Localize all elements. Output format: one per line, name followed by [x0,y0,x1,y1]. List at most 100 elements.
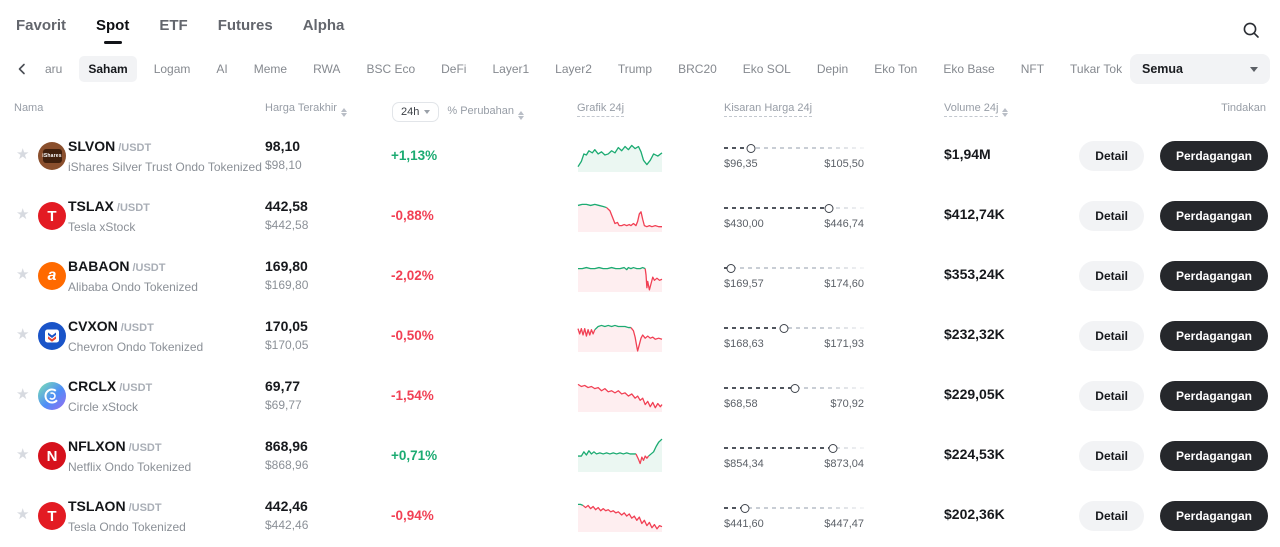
last-price-usd: $170,05 [265,338,309,352]
table-row[interactable]: ★ iShares SLVON/USDT iShares Silver Trus… [0,126,1280,186]
coin-icon: iShares [38,142,66,170]
last-price-cell: 69,77 $69,77 [265,378,302,412]
table-row[interactable]: ★ N NFLXON/USDT Netflix Ondo Tokenized 8… [0,426,1280,486]
nav-tab-alpha[interactable]: Alpha [302,16,345,34]
sparkline-chart [578,138,662,172]
category-tab-eko-sol[interactable]: Eko SOL [742,62,791,76]
volume-24h: $229,05K [944,386,1005,402]
favorite-star-icon[interactable]: ★ [16,206,30,223]
nav-tab-spot[interactable]: Spot [96,17,129,44]
category-tab-trump[interactable]: Trump [617,62,653,76]
row-actions: Detail Perdagangan [1079,501,1268,531]
price-range-slider: $96,35 $105,50 [724,141,864,173]
category-tab-nft[interactable]: NFT [1020,62,1045,76]
range-marker [828,443,838,453]
category-tab-logam[interactable]: Logam [153,62,191,76]
coin-icon: a [38,262,66,290]
category-tab-brc20[interactable]: BRC20 [678,62,717,76]
range-track-filled [724,207,829,209]
category-tab-layer1[interactable]: Layer1 [492,62,530,76]
asset-name-block: CRCLX/USDT Circle xStock [68,378,152,414]
favorite-star-icon[interactable]: ★ [16,266,30,283]
favorite-star-icon[interactable]: ★ [16,386,30,403]
sort-arrows-icon [340,108,347,117]
price-range-slider: $169,57 $174,60 [724,261,864,293]
asset-description: Netflix Ondo Tokenized [68,460,192,474]
category-tab-rwa[interactable]: RWA [313,62,341,76]
asset-symbol: NFLXON [68,438,126,454]
last-price-usd: $868,96 [265,458,309,472]
nav-tab-futures[interactable]: Futures [217,16,273,34]
detail-button[interactable]: Detail [1079,321,1144,351]
last-price: 442,46 [265,498,308,514]
favorite-star-icon[interactable]: ★ [16,506,30,523]
volume-24h: $224,53K [944,446,1005,462]
filter-dropdown-label: Semua [1142,62,1183,76]
trade-button[interactable]: Perdagangan [1159,201,1268,231]
sparkline-chart [578,378,662,412]
category-tab-ai[interactable]: AI [216,62,228,76]
last-price: 868,96 [265,438,308,454]
chevron-left-icon[interactable] [14,61,30,77]
trade-button[interactable]: Perdagangan [1159,501,1268,531]
period-select[interactable]: 24h [392,102,440,122]
last-price-cell: 442,46 $442,46 [265,498,308,532]
category-tab-eko-ton[interactable]: Eko Ton [874,62,918,76]
range-low: $68,58 [724,398,758,410]
volume-24h: $202,36K [944,506,1005,522]
category-tab-tukar-token[interactable]: Tukar Token [1070,62,1122,76]
detail-button[interactable]: Detail [1079,201,1144,231]
trade-button[interactable]: Perdagangan [1159,141,1268,171]
detail-button[interactable]: Detail [1079,261,1144,291]
favorite-star-icon[interactable]: ★ [16,146,30,163]
category-tab-bsc-eco[interactable]: BSC Eco [366,62,416,76]
last-price-cell: 98,10 $98,10 [265,138,302,172]
asset-symbol: CRCLX [68,378,117,394]
table-row[interactable]: ★ T TSLAON/USDT Tesla Ondo Tokenized 442… [0,486,1280,546]
category-tab-defi[interactable]: DeFi [441,62,467,76]
asset-pair: /USDT [119,382,153,394]
detail-button[interactable]: Detail [1079,441,1144,471]
header-volume[interactable]: Volume 24j [944,102,1009,117]
category-tabs: aru Saham Logam AI Meme RWA BSC Eco DeFi Layer1 L… [36,56,1122,82]
detail-button[interactable]: Detail [1079,381,1144,411]
header-chart: Grafik 24j [577,102,625,117]
filter-dropdown-semua[interactable]: Semua [1130,54,1270,84]
range-marker [746,143,756,153]
change-percent: -1,54% [391,388,434,403]
last-price: 98,10 [265,138,301,154]
search-icon[interactable] [1240,19,1262,41]
asset-name-block: SLVON/USDT iShares Silver Trust Ondo Tok… [68,138,262,174]
header-last-price[interactable]: Harga Terakhir [265,102,347,117]
asset-description: Chevron Ondo Tokenized [68,340,204,354]
favorite-star-icon[interactable]: ★ [16,326,30,343]
trade-button[interactable]: Perdagangan [1159,381,1268,411]
nav-tab-favorit[interactable]: Favorit [16,16,67,34]
category-tab-saham[interactable]: Saham [79,56,137,82]
category-tab-depin[interactable]: Depin [816,62,849,76]
trade-button[interactable]: Perdagangan [1159,321,1268,351]
detail-button[interactable]: Detail [1079,501,1144,531]
category-tab-layer2[interactable]: Layer2 [555,62,592,76]
asset-description: Alibaba Ondo Tokenized [68,280,198,294]
favorite-star-icon[interactable]: ★ [16,446,30,463]
last-price-usd: $442,58 [265,218,309,232]
change-percent: -2,02% [391,268,434,283]
table-row[interactable]: ★ a BABAON/USDT Alibaba Ondo Tokenized 1… [0,246,1280,306]
table-row[interactable]: ★ T TSLAX/USDT Tesla xStock 442,58 $442,… [0,186,1280,246]
table-row[interactable]: ★ CVXON/USDT Chevron Ondo Tokenized 170,… [0,306,1280,366]
range-high: $446,74 [824,218,864,230]
category-tab-aru[interactable]: aru [45,62,63,76]
nav-tab-etf[interactable]: ETF [159,16,188,34]
trade-button[interactable]: Perdagangan [1159,441,1268,471]
change-percent: +1,13% [391,148,438,163]
range-track [724,267,864,269]
asset-pair: /USDT [118,142,152,154]
trade-button[interactable]: Perdagangan [1159,261,1268,291]
category-tab-meme[interactable]: Meme [253,62,288,76]
last-price-usd: $169,80 [265,278,309,292]
detail-button[interactable]: Detail [1079,141,1144,171]
table-row[interactable]: ★ CRCLX/USDT Circle xStock 69,77 $69,77 … [0,366,1280,426]
header-change[interactable]: % Perubahan [447,105,525,120]
category-tab-eko-base[interactable]: Eko Base [943,62,995,76]
